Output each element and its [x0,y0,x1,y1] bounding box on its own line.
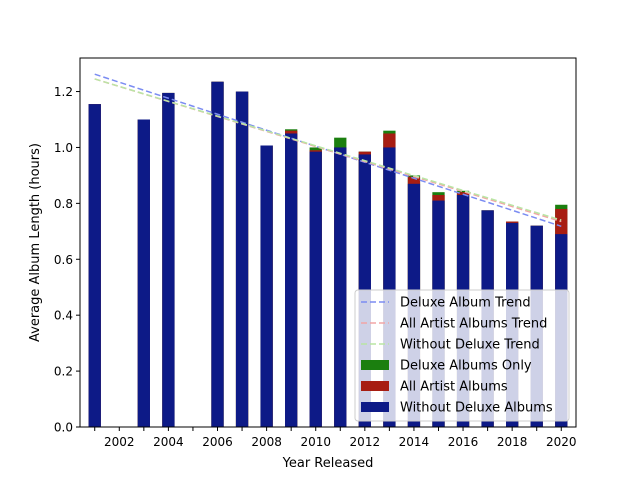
legend-swatch-without-deluxe-albums [361,402,389,412]
legend-label-all-artist-albums: All Artist Albums [400,380,508,395]
y-axis-label: Average Album Length (hours) [28,143,43,342]
trend-lines-layer [94,73,562,227]
without-deluxe-trend-line [94,78,562,221]
plot-frame [79,57,577,428]
y-tick-label: 0.6 [54,253,73,267]
x-tick-label: 2004 [153,435,184,449]
x-tick-label: 2006 [202,435,233,449]
legend-label-deluxe-albums-only: Deluxe Albums Only [400,359,532,374]
legend-label-without-deluxe-trend: Without Deluxe Trend [400,338,540,353]
y-tick-label: 1.0 [54,141,73,155]
bar-without-deluxe-albums-2003 [137,119,150,427]
bar-without-deluxe-albums-2010 [309,151,322,427]
legend-label-deluxe-album-trend: Deluxe Album Trend [400,296,531,311]
legend-swatch-deluxe-albums-only [361,360,389,370]
y-tick-label: 0.0 [54,421,73,435]
y-tick-label: 1.2 [54,85,73,99]
x-axis-label: Year Released [282,456,374,471]
x-axis: 2002 2004 2006 2008 2010 2012 2014 2016 2018 2020 [94,427,577,449]
y-tick-label: 0.8 [54,197,73,211]
y-tick-label: 0.4 [54,309,73,323]
bar-without-deluxe-albums-2006 [211,81,224,427]
y-tick-label: 0.2 [54,365,73,379]
bar-without-deluxe-albums-2001 [88,104,101,428]
bar-without-deluxe-albums-2009 [285,133,298,428]
legend: Deluxe Album Trend All Artist Albums Tren… [354,289,570,422]
bar-without-deluxe-albums-2007 [235,91,249,428]
bar-without-deluxe-albums-2011 [334,147,347,427]
legend-label-without-deluxe-albums: Without Deluxe Albums [400,401,553,416]
x-tick-label: 2002 [104,435,135,449]
legend-box [354,289,570,422]
bar-without-deluxe-albums-2004 [162,92,175,427]
x-tick-label: 2014 [399,435,430,449]
x-tick-label: 2012 [350,435,381,449]
x-tick-label: 2016 [448,435,479,449]
legend-swatch-all-artist-albums [361,381,389,391]
x-tick-label: 2018 [497,435,528,449]
x-tick-label: 2008 [251,435,282,449]
y-axis: 0.0 0.2 0.4 0.6 0.8 1.0 1.2 [54,85,80,435]
x-tick-label: 2020 [546,435,577,449]
x-tick-label: 2010 [300,435,331,449]
bar-without-deluxe-albums-2008 [260,145,273,427]
legend-label-all-artist-albums-trend: All Artist Albums Trend [400,317,547,332]
